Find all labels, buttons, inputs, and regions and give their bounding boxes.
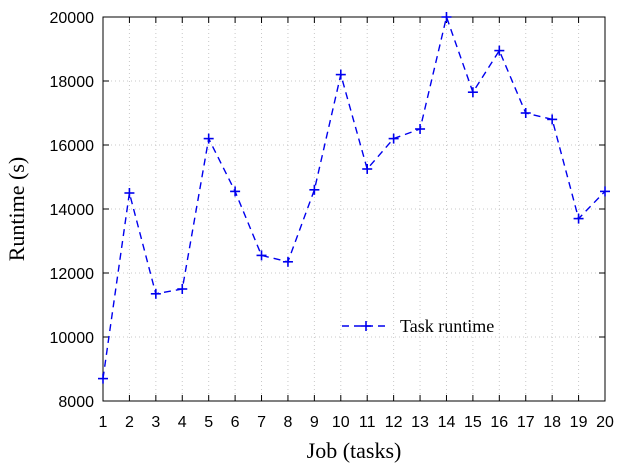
data-point-marker — [282, 256, 293, 267]
legend-label: Task runtime — [400, 316, 494, 336]
data-point-marker — [256, 250, 267, 261]
x-tick-label: 3 — [151, 414, 160, 431]
x-tick-label: 9 — [310, 414, 319, 431]
data-point-marker — [335, 69, 346, 80]
x-tick-label: 13 — [411, 414, 429, 431]
x-tick-label: 19 — [570, 414, 588, 431]
plot-frame — [102, 16, 606, 402]
x-tick-labels: 1 2 3 4 5 6 7 8 9 10 11 12 13 14 15 16 17 18 19 20 — [99, 414, 614, 431]
x-tick-label: 7 — [257, 414, 266, 431]
y-tick-label: 20000 — [50, 10, 95, 27]
x-tick-label: 15 — [464, 414, 482, 431]
grid-lines — [103, 17, 605, 401]
legend-marker — [361, 321, 371, 331]
data-point-marker — [203, 133, 214, 144]
data-point-marker — [600, 186, 610, 197]
data-point-marker — [124, 188, 135, 198]
y-tick-label: 18000 — [50, 74, 95, 91]
x-tick-label: 1 — [99, 414, 108, 431]
x-axis-title: Job (tasks) — [307, 438, 402, 463]
data-point-marker — [309, 184, 320, 195]
x-tick-label: 4 — [178, 414, 187, 431]
y-tick-labels: 8000 10000 12000 14000 16000 18000 20000 — [50, 10, 95, 411]
x-tick-label: 12 — [385, 414, 403, 431]
y-tick-label: 14000 — [50, 202, 95, 219]
x-tick-label: 18 — [543, 414, 561, 431]
x-tick-label: 16 — [490, 414, 508, 431]
data-point-marker — [573, 213, 584, 224]
data-point-marker — [520, 108, 531, 118]
data-point-marker — [547, 114, 558, 125]
x-tick-label: 6 — [231, 414, 240, 431]
x-tick-label: 20 — [596, 414, 614, 431]
data-point-marker — [494, 45, 505, 56]
x-tick-label: 10 — [332, 414, 350, 431]
x-tick-label: 8 — [283, 414, 292, 431]
y-tick-label: 16000 — [50, 138, 95, 155]
data-point-marker — [362, 164, 373, 174]
y-tick-label: 12000 — [50, 266, 95, 283]
data-point-marker — [388, 133, 399, 144]
y-tick-label: 8000 — [58, 394, 94, 411]
series-layer — [98, 12, 610, 384]
series-line — [102, 14, 606, 379]
data-point-marker — [150, 288, 161, 299]
data-point-marker — [177, 284, 188, 294]
x-tick-label: 17 — [517, 414, 535, 431]
data-point-marker — [98, 373, 108, 384]
data-point-marker — [230, 186, 241, 197]
x-tick-label: 2 — [125, 414, 134, 431]
legend: Task runtime — [342, 316, 494, 336]
x-tick-label: 14 — [438, 414, 456, 431]
y-tick-label: 10000 — [50, 330, 95, 347]
x-tick-label: 5 — [204, 414, 213, 431]
data-point-marker — [467, 87, 478, 98]
x-tick-label: 11 — [359, 414, 376, 431]
axis-ticks — [102, 16, 606, 402]
data-point-marker — [415, 124, 426, 134]
data-point-marker — [441, 12, 452, 22]
y-axis-title: Runtime (s) — [4, 157, 29, 262]
